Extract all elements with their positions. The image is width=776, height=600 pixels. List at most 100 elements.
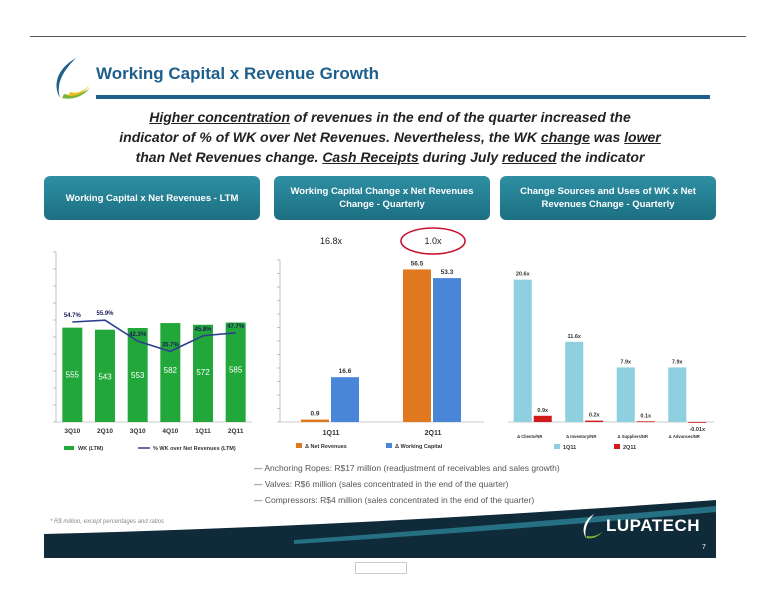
- bullet-compressors: — Compressors: R$4 million (sales concen…: [254, 495, 535, 505]
- panel-header-sources-uses: Change Sources and Uses of WK x Net Reve…: [500, 176, 716, 220]
- bar-value-label: 585: [229, 366, 243, 375]
- bar-2q11: [533, 415, 552, 422]
- bar-wk-ltm: [160, 323, 181, 422]
- bar-value-label: 0.9: [310, 411, 319, 418]
- bar-value-label: 53.3: [441, 269, 454, 276]
- bar-1q11: [565, 341, 584, 422]
- bar-value-label: 572: [196, 368, 210, 377]
- line-value-label: 45.8%: [194, 327, 212, 333]
- bar-value-label: 0.9x: [537, 408, 549, 414]
- headline-line-1: Higher concentration of revenues in the …: [60, 108, 720, 127]
- line-value-label: 35.7%: [162, 342, 180, 348]
- bar-wk-ltm: [95, 329, 115, 422]
- legend-label: Δ Working Capital: [395, 444, 443, 450]
- top-rule: [30, 36, 746, 37]
- bar-1q11: [668, 367, 687, 422]
- headline-text: of revenues in the end of the quarter in…: [290, 109, 631, 125]
- bar-value-label: -0.01x: [689, 427, 706, 433]
- headline-text: the indicator: [556, 149, 645, 165]
- ratio-label: 16.8x: [320, 236, 343, 246]
- legend-swatch-wc: [386, 443, 392, 448]
- bar-value-label: 20.6x: [516, 272, 531, 278]
- bar-value-label: 16.6: [339, 368, 352, 375]
- legend-swatch-2q11: [614, 444, 620, 449]
- legend-swatch-1q11: [554, 444, 560, 449]
- legend-label: 1Q11: [563, 445, 576, 451]
- legend-swatch-nr: [296, 443, 302, 448]
- ratio-highlight-circle: [400, 227, 466, 255]
- x-tick-label: 2Q11: [425, 430, 442, 437]
- bar-value-label: 582: [164, 366, 178, 375]
- bar-value-label: 543: [98, 373, 112, 382]
- bar-working-capital-change: [331, 377, 359, 422]
- ratio-label: 1.0x: [424, 236, 442, 246]
- bullet-anchoring-ropes: — Anchoring Ropes: R$17 million (readjus…: [254, 463, 560, 473]
- chart-wk-change-quarterly: 0.9 16.6 1Q11 16.8x 56.5 53.3 2Q11 1.0x Δ Net Re…: [277, 227, 484, 450]
- headline-emphasis: Cash Receipts: [322, 149, 419, 165]
- headline-line-3: than Net Revenues change. Cash Receipts …: [60, 148, 720, 167]
- panel-header-wk-ltm: Working Capital x Net Revenues - LTM: [44, 176, 260, 220]
- x-tick-label: Δ Advances/NR: [669, 434, 700, 439]
- legend-label: 2Q11: [623, 445, 636, 451]
- panel-header-wk-change: Working Capital Change x Net Revenues Ch…: [274, 176, 490, 220]
- headline-emphasis: lower: [624, 129, 661, 145]
- bar-2q11: [585, 420, 604, 422]
- bar-wk-ltm: [62, 327, 83, 422]
- slide-title: Working Capital x Revenue Growth: [96, 64, 380, 83]
- bar-2q11: [688, 422, 707, 423]
- headline-line-2: indicator of % of WK over Net Revenues. …: [60, 128, 720, 147]
- x-tick-label: Δ Clients/NR: [517, 434, 542, 439]
- headline-text: indicator of % of WK over Net Revenues. …: [119, 129, 541, 145]
- bar-value-label: 0.1x: [640, 413, 652, 419]
- footer-band: [44, 500, 716, 558]
- x-tick-label: 2Q11: [228, 428, 244, 435]
- company-logo: [56, 58, 90, 99]
- page-number: 7: [702, 544, 706, 551]
- headline-text: than Net Revenues change.: [135, 149, 323, 165]
- headline-emphasis: Higher concentration: [149, 109, 291, 125]
- bar-wk-ltm: [127, 327, 148, 422]
- x-tick-label: Δ Suppliers/NR: [618, 434, 648, 439]
- logo-swoosh-yellow: [68, 84, 90, 96]
- brand-name: LUPATECH: [606, 516, 701, 535]
- line-pct-wk: [72, 319, 236, 353]
- bar-value-label: 56.5: [411, 260, 424, 267]
- headline-text: during July: [418, 149, 503, 165]
- bar-value-label: 555: [66, 371, 80, 380]
- bar-net-revenues-change: [301, 419, 329, 422]
- x-tick-label: 3Q10: [130, 428, 146, 435]
- line-value-label: 54.7%: [64, 313, 82, 319]
- headline-text: was: [589, 129, 625, 145]
- x-tick-label: 2Q10: [97, 428, 113, 435]
- bar-1q11: [513, 279, 532, 422]
- brand-logo-icon: [583, 514, 603, 539]
- bar-wk-ltm: [193, 324, 213, 422]
- legend-label: % WK over Net Revenues (LTM): [153, 446, 236, 452]
- bar-wk-ltm: [225, 322, 246, 422]
- legend-label: WK (LTM): [78, 446, 103, 452]
- line-value-label: 47.7%: [227, 324, 245, 330]
- chart-wk-vs-revenues-ltm: 555 3Q10 543 2Q10 553 3Q10 582 4Q10 572 1Q11 585 2Q…: [53, 251, 252, 452]
- bar-working-capital-change: [433, 278, 461, 422]
- bar-net-revenues-change: [403, 269, 431, 422]
- x-tick-label: 3Q10: [64, 428, 80, 435]
- chart-sources-uses: 20.6x 0.9x Δ Clients/NR 11.6x 0.2x Δ Inventor…: [508, 272, 714, 451]
- logo-swoosh-green: [62, 88, 90, 99]
- bar-value-label: 7.9x: [620, 359, 632, 365]
- line-value-label: 42.3%: [129, 332, 147, 338]
- x-tick-label: Δ Inventory/NR: [566, 434, 596, 439]
- logo-swoosh-blue: [56, 58, 76, 98]
- footnote: * R$ million, except percentages and rat…: [50, 519, 165, 525]
- bar-value-label: 11.6x: [568, 334, 582, 340]
- x-tick-label: 1Q11: [195, 428, 211, 435]
- page-indicator-box: [355, 562, 407, 574]
- bar-value-label: 553: [131, 371, 145, 380]
- legend-swatch-wk: [64, 446, 74, 450]
- headline-emphasis: reduced: [502, 149, 557, 165]
- line-value-label: 55.9%: [96, 311, 114, 317]
- x-tick-label: 4Q10: [162, 428, 178, 435]
- headline-emphasis: change: [540, 129, 590, 145]
- title-underline: [96, 95, 710, 99]
- bar-value-label: 7.9x: [672, 359, 684, 365]
- bar-1q11: [616, 367, 635, 422]
